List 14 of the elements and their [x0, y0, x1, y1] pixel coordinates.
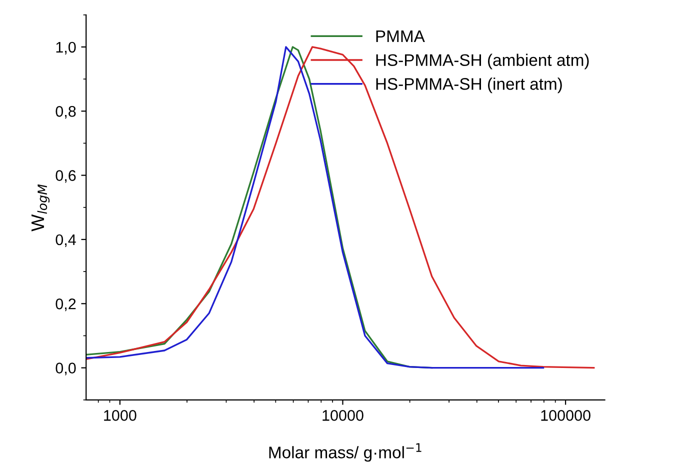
- y-tick-label: 0,0: [56, 362, 76, 376]
- x-axis-title: Molar mass/ g·mol$^{−1}$: [269, 443, 422, 462]
- y-tick-label: 0,4: [56, 234, 76, 247]
- x-tick-label: 1000: [104, 410, 136, 421]
- y-tick-label: 0,6: [56, 170, 76, 183]
- y-tick-label: 0,2: [56, 298, 76, 312]
- y-tick-label: 0,8: [56, 106, 76, 119]
- legend-label: HS-PMMA-SH (ambient atm): [376, 54, 589, 70]
- y-axis-title: W$_{logM}$: [32, 184, 50, 232]
- x-tick-label: 100000: [541, 410, 590, 421]
- legend-label: PMMA: [376, 30, 425, 42]
- y-tick-label: 1,0: [56, 42, 76, 54]
- legend-label: HS-PMMA-SH (inert atm): [376, 78, 562, 94]
- x-tick-label: 10000: [322, 410, 364, 421]
